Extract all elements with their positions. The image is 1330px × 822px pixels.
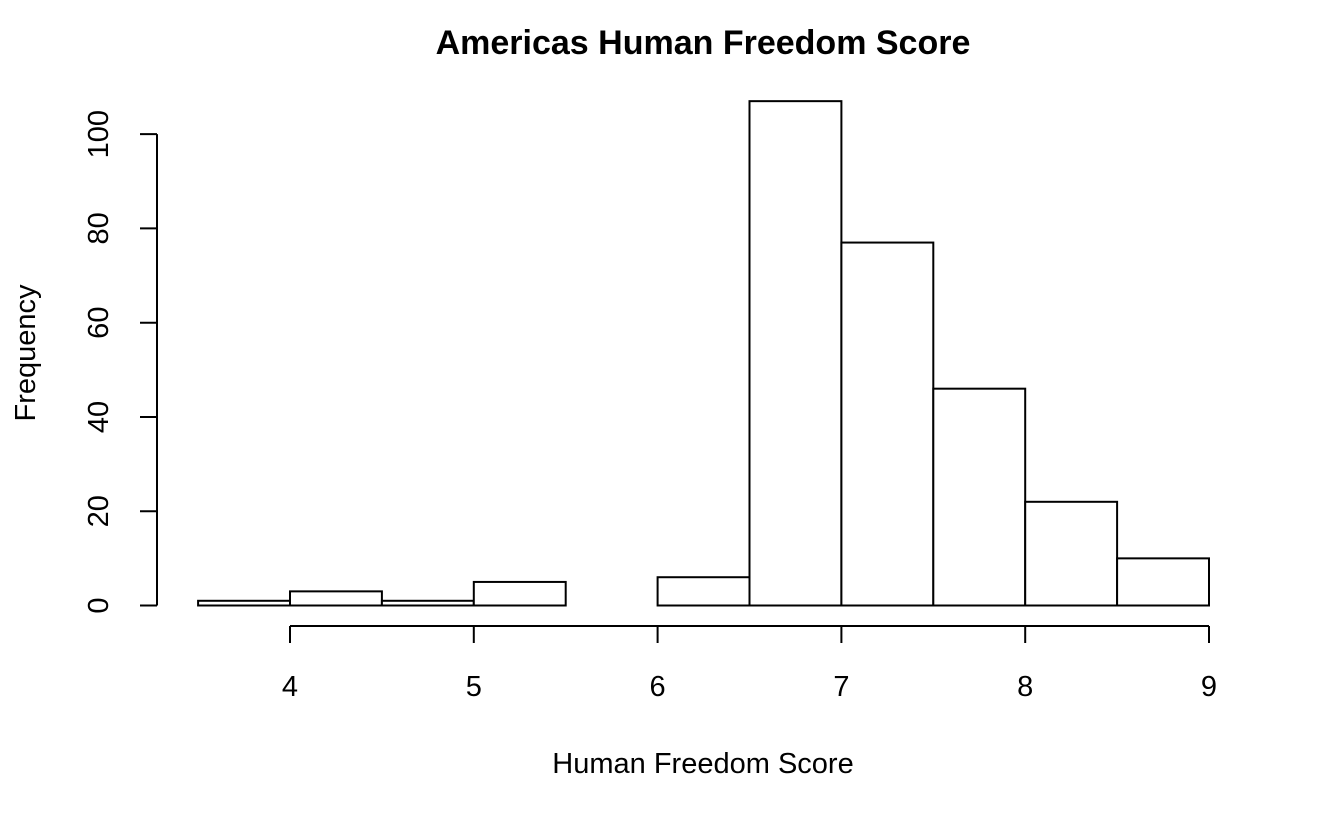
x-tick-label: 7: [833, 671, 849, 703]
x-tick-label: 9: [1201, 671, 1217, 703]
x-tick-label: 8: [1017, 671, 1033, 703]
y-tick-label: 60: [83, 307, 115, 339]
histogram-bars: [197, 100, 1210, 607]
histogram-bar: [1024, 500, 1119, 607]
histogram-bar: [197, 599, 292, 607]
x-axis: 4 5 6 7 8 9: [282, 625, 1217, 703]
histogram-bar: [1116, 557, 1210, 607]
histogram-bar: [289, 590, 383, 607]
y-axis: 0 20 40 60 80 100: [83, 110, 158, 614]
chart-title: Americas Human Freedom Score: [436, 24, 971, 62]
y-tick-label: 40: [83, 401, 115, 433]
histogram-bar: [748, 100, 843, 607]
x-tick-label: 5: [466, 671, 482, 703]
histogram-bar: [932, 387, 1027, 607]
x-tick-label: 4: [282, 671, 298, 703]
y-tick-label: 100: [83, 110, 115, 158]
y-tick-label: 20: [83, 495, 115, 527]
histogram-bar: [840, 241, 935, 607]
y-tick-label: 0: [83, 597, 115, 613]
x-tick-label: 6: [650, 671, 666, 703]
y-axis-title: Frequency: [10, 284, 42, 422]
y-tick-label: 80: [83, 212, 115, 244]
x-axis-title: Human Freedom Score: [552, 748, 853, 780]
histogram-bar: [472, 580, 567, 607]
histogram-bar: [656, 576, 751, 607]
histogram-bar: [380, 599, 475, 607]
